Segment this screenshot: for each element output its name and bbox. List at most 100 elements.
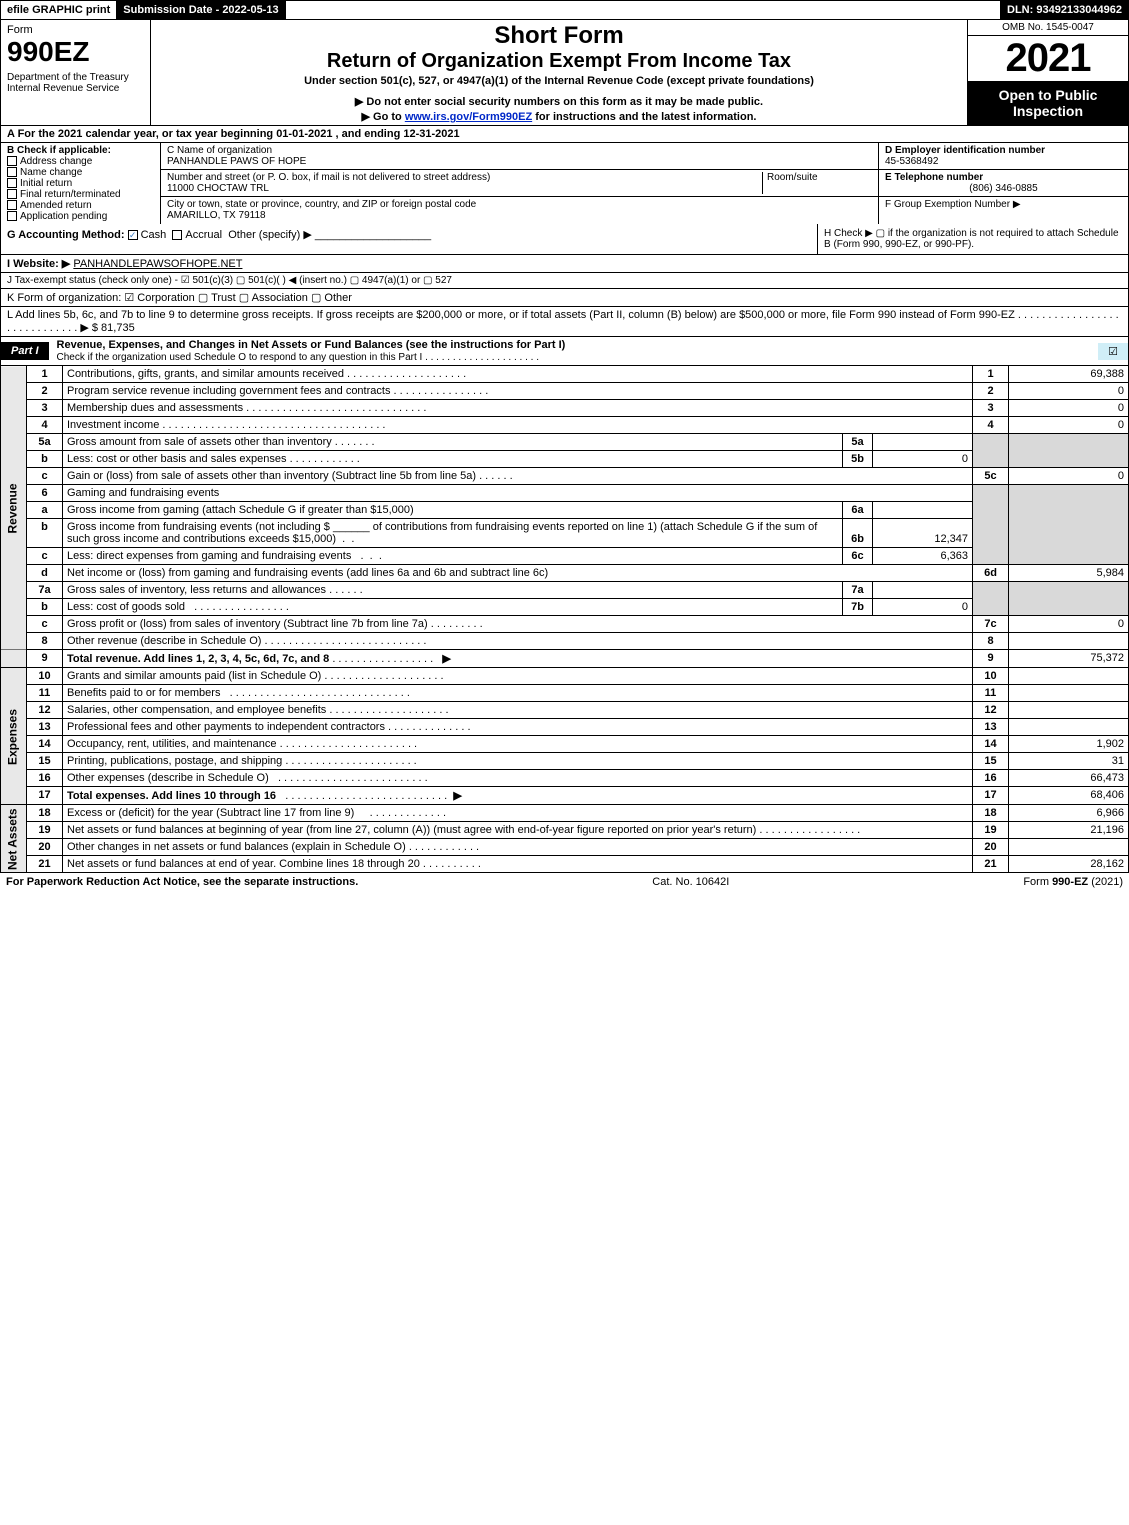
open-to-public-badge: Open to Public Inspection xyxy=(968,81,1128,125)
line-2-text: Program service revenue including govern… xyxy=(63,383,973,400)
line-7c-amount: 0 xyxy=(1009,616,1129,633)
line-6a-no: a xyxy=(27,502,63,519)
line-21-no: 21 xyxy=(27,856,63,873)
line-5c-amount: 0 xyxy=(1009,468,1129,485)
checkbox-accrual[interactable] xyxy=(172,230,182,240)
line-7a-sub: 7a xyxy=(843,582,873,599)
ein-row: D Employer identification number 45-5368… xyxy=(879,143,1128,170)
line-10-no: 10 xyxy=(27,668,63,685)
line-8-text: Other revenue (describe in Schedule O) .… xyxy=(63,633,973,650)
part-i-checkbox[interactable]: ☑ xyxy=(1098,343,1128,360)
expenses-side-label: Expenses xyxy=(1,668,27,805)
checkbox-initial-return[interactable] xyxy=(7,178,17,188)
masthead-center: Short Form Return of Organization Exempt… xyxy=(151,20,968,125)
line-6d-text: Net income or (loss) from gaming and fun… xyxy=(63,565,973,582)
line-3-text: Membership dues and assessments . . . . … xyxy=(63,400,973,417)
line-21-text: Net assets or fund balances at end of ye… xyxy=(63,856,973,873)
row-h-schedule-b: H Check ▶ ▢ if the organization is not r… xyxy=(818,224,1128,254)
goto-prefix: ▶ Go to xyxy=(362,111,405,123)
revenue-side-label: Revenue xyxy=(1,366,27,650)
line-16-amount: 66,473 xyxy=(1009,770,1129,787)
part-i-title: Revenue, Expenses, and Changes in Net As… xyxy=(49,337,1098,365)
line-7b-sub: 7b xyxy=(843,599,873,616)
cb-label: Name change xyxy=(20,167,82,178)
line-17-text: Total expenses. Add lines 10 through 16 … xyxy=(63,787,973,805)
line-20-no: 20 xyxy=(27,839,63,856)
checkbox-address-change[interactable] xyxy=(7,156,17,166)
line-1-amount: 69,388 xyxy=(1009,366,1129,383)
cb-label: Application pending xyxy=(20,211,107,222)
line-7c-box: 7c xyxy=(973,616,1009,633)
street-row: Number and street (or P. O. box, if mail… xyxy=(161,170,878,197)
short-form-title: Short Form xyxy=(157,22,961,50)
line-7b-no: b xyxy=(27,599,63,616)
line-3-amount: 0 xyxy=(1009,400,1129,417)
city-label: City or town, state or province, country… xyxy=(167,199,476,210)
line-14-amount: 1,902 xyxy=(1009,736,1129,753)
line-16-box: 16 xyxy=(973,770,1009,787)
line-6b-sub: 6b xyxy=(843,519,873,548)
line-17-no: 17 xyxy=(27,787,63,805)
row-l-amount: 81,735 xyxy=(101,322,135,334)
ein-value: 45-5368492 xyxy=(885,156,938,167)
part-i-table: Revenue 1 Contributions, gifts, grants, … xyxy=(0,366,1129,873)
line-3-box: 3 xyxy=(973,400,1009,417)
city-value: AMARILLO, TX 79118 xyxy=(167,210,266,221)
org-name: PANHANDLE PAWS OF HOPE xyxy=(167,156,306,167)
website-value: PANHANDLEPAWSOFHOPE.NET xyxy=(73,258,242,270)
line-4-text: Investment income . . . . . . . . . . . … xyxy=(63,417,973,434)
line-4-box: 4 xyxy=(973,417,1009,434)
line-5c-box: 5c xyxy=(973,468,1009,485)
line-13-box: 13 xyxy=(973,719,1009,736)
irs-link[interactable]: www.irs.gov/Form990EZ xyxy=(405,111,532,123)
line-5c-text: Gain or (loss) from sale of assets other… xyxy=(63,468,973,485)
line-13-text: Professional fees and other payments to … xyxy=(63,719,973,736)
footer-left: For Paperwork Reduction Act Notice, see … xyxy=(6,876,358,888)
tax-year: 2021 xyxy=(968,36,1128,81)
line-19-amount: 21,196 xyxy=(1009,822,1129,839)
line-6-no: 6 xyxy=(27,485,63,502)
checkbox-amended-return[interactable] xyxy=(7,200,17,210)
line-7a-text: Gross sales of inventory, less returns a… xyxy=(63,582,843,599)
cb-label: Address change xyxy=(20,156,92,167)
other-label: Other (specify) ▶ xyxy=(228,229,312,241)
line-6c-no: c xyxy=(27,548,63,565)
line-15-box: 15 xyxy=(973,753,1009,770)
line-2-no: 2 xyxy=(27,383,63,400)
page-footer: For Paperwork Reduction Act Notice, see … xyxy=(0,873,1129,891)
org-name-row: C Name of organization PANHANDLE PAWS OF… xyxy=(161,143,878,170)
city-row: City or town, state or province, country… xyxy=(161,197,878,223)
i-label: I Website: ▶ xyxy=(7,258,70,270)
row-l-gross-receipts: L Add lines 5b, 6c, and 7b to line 9 to … xyxy=(0,307,1129,337)
line-5b-no: b xyxy=(27,451,63,468)
line-16-no: 16 xyxy=(27,770,63,787)
line-20-text: Other changes in net assets or fund bala… xyxy=(63,839,973,856)
line-5a-no: 5a xyxy=(27,434,63,451)
accrual-label: Accrual xyxy=(185,229,222,241)
checkbox-application-pending[interactable] xyxy=(7,211,17,221)
checkbox-final-return[interactable] xyxy=(7,189,17,199)
return-title: Return of Organization Exempt From Incom… xyxy=(157,50,961,73)
rev-side-blank xyxy=(1,650,27,668)
line-6d-box: 6d xyxy=(973,565,1009,582)
line-8-amount xyxy=(1009,633,1129,650)
line-12-amount xyxy=(1009,702,1129,719)
part-i-title-text: Revenue, Expenses, and Changes in Net As… xyxy=(57,339,566,351)
footer-right: Form 990-EZ (2021) xyxy=(1023,876,1123,888)
line-18-no: 18 xyxy=(27,805,63,822)
dept-label: Department of the Treasury xyxy=(7,72,144,83)
c-name-label: C Name of organization xyxy=(167,145,272,156)
line-6a-text: Gross income from gaming (attach Schedul… xyxy=(63,502,843,519)
line-6-fill2 xyxy=(1009,485,1129,565)
line-9-text: Total revenue. Add lines 1, 2, 3, 4, 5c,… xyxy=(63,650,973,668)
accounting-method: G Accounting Method: ✓Cash Accrual Other… xyxy=(1,224,818,254)
f-label: F Group Exemption Number ▶ xyxy=(885,199,1021,210)
netassets-side-label: Net Assets xyxy=(1,805,27,873)
street-value: 11000 CHOCTAW TRL xyxy=(167,183,269,194)
checkbox-cash[interactable]: ✓ xyxy=(128,230,138,240)
line-5a-subval xyxy=(873,434,973,451)
checkbox-name-change[interactable] xyxy=(7,167,17,177)
line-18-text: Excess or (deficit) for the year (Subtra… xyxy=(63,805,973,822)
line-8-no: 8 xyxy=(27,633,63,650)
line-13-no: 13 xyxy=(27,719,63,736)
